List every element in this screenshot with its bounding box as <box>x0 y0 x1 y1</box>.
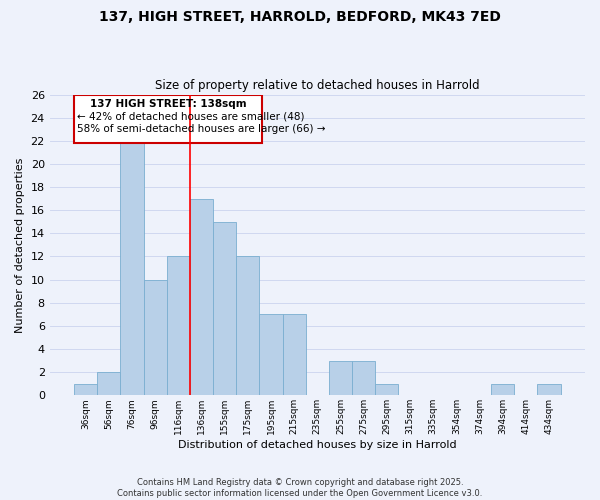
Text: ← 42% of detached houses are smaller (48): ← 42% of detached houses are smaller (48… <box>77 112 305 122</box>
Bar <box>167 256 190 396</box>
Text: 137 HIGH STREET: 138sqm: 137 HIGH STREET: 138sqm <box>89 99 246 109</box>
Bar <box>213 222 236 396</box>
Title: Size of property relative to detached houses in Harrold: Size of property relative to detached ho… <box>155 79 479 92</box>
Text: Contains HM Land Registry data © Crown copyright and database right 2025.
Contai: Contains HM Land Registry data © Crown c… <box>118 478 482 498</box>
Bar <box>283 314 306 396</box>
Bar <box>259 314 283 396</box>
Bar <box>236 256 259 396</box>
Bar <box>329 360 352 396</box>
FancyBboxPatch shape <box>74 94 262 143</box>
Bar <box>352 360 375 396</box>
X-axis label: Distribution of detached houses by size in Harrold: Distribution of detached houses by size … <box>178 440 457 450</box>
Bar <box>74 384 97 396</box>
Text: 58% of semi-detached houses are larger (66) →: 58% of semi-detached houses are larger (… <box>77 124 326 134</box>
Bar <box>538 384 560 396</box>
Bar <box>143 280 167 396</box>
Bar <box>121 141 143 396</box>
Bar <box>491 384 514 396</box>
Text: 137, HIGH STREET, HARROLD, BEDFORD, MK43 7ED: 137, HIGH STREET, HARROLD, BEDFORD, MK43… <box>99 10 501 24</box>
Bar <box>97 372 121 396</box>
Bar <box>375 384 398 396</box>
Y-axis label: Number of detached properties: Number of detached properties <box>15 157 25 332</box>
Bar <box>190 198 213 396</box>
